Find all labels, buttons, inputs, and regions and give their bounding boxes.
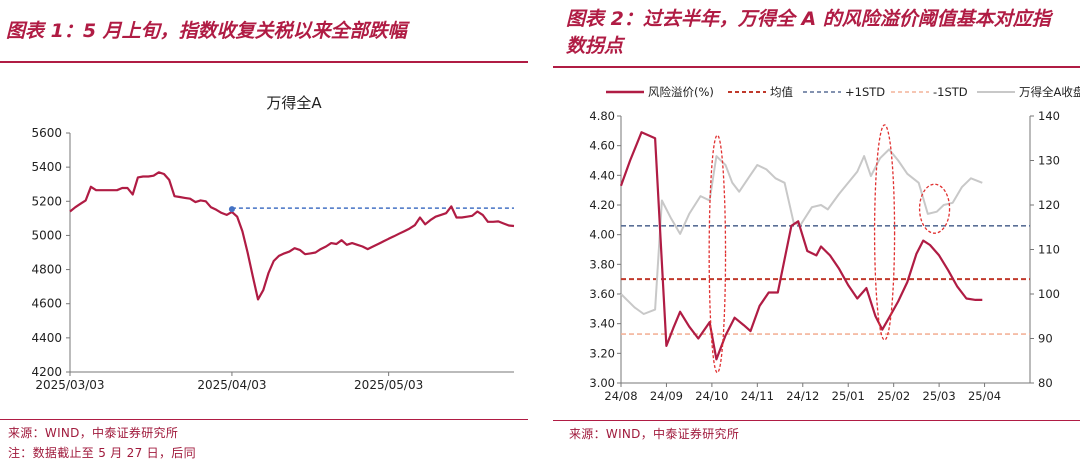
y-tick-label: 4600 <box>31 297 62 311</box>
x-tick-label: 24/10 <box>695 389 728 403</box>
x-tick-label: 25/01 <box>832 389 865 403</box>
legend-label: +1STD <box>845 85 885 99</box>
y2-tick-label: 100 <box>1038 287 1060 301</box>
figure-title: 图表 1：5 月上旬，指数收复关税以来全部跌幅 <box>6 20 407 42</box>
left-panel: 图表 1：5 月上旬，指数收复关税以来全部跌幅 万得全A 4200 4400 4600… <box>0 0 528 471</box>
risk-premium-line <box>619 131 983 361</box>
right-panel: 图表 2：过去半年，万得全 A 的风险溢价阈值基本对应指数拐点 风险溢价(%) 均… <box>553 0 1080 471</box>
y-tick-label: 4400 <box>31 331 62 345</box>
y2-tick-label: 130 <box>1038 154 1060 168</box>
y-tick-label: 4800 <box>31 263 62 277</box>
y-tick-label: 5600 <box>31 126 62 140</box>
title-divider <box>0 61 528 63</box>
x-tick-label: 25/04 <box>968 389 1001 403</box>
y-tick-label: 4200 <box>31 365 62 379</box>
y-tick-label: 4.80 <box>589 109 615 123</box>
turning-point-ellipse <box>918 183 951 234</box>
y2-tick-label: 90 <box>1038 332 1053 346</box>
index-series-line <box>69 171 515 301</box>
y-tick-label: 3.60 <box>589 287 615 301</box>
y-tick-label: 4.00 <box>589 228 615 242</box>
footer-divider <box>0 419 528 420</box>
legend-label: 均值 <box>770 85 793 99</box>
y2-tick-label: 110 <box>1038 243 1060 257</box>
y-tick-label: 3.40 <box>589 317 615 331</box>
y-tick-label: 3.20 <box>589 346 615 360</box>
index-close-line <box>620 148 983 315</box>
y-tick-label: 3.00 <box>589 376 615 390</box>
x-tick-label: 24/12 <box>786 389 819 403</box>
chart-title: 万得全A <box>266 94 322 112</box>
reference-start-marker <box>228 206 235 213</box>
y-tick-label: 4.40 <box>589 168 615 182</box>
y-tick-label: 5200 <box>31 194 62 208</box>
x-tick-label: 2025/03/03 <box>35 378 104 392</box>
legend-label: -1STD <box>933 85 968 99</box>
y-tick-label: 5400 <box>31 160 62 174</box>
y-tick-label: 3.80 <box>589 257 615 271</box>
right-chart: 风险溢价(%) 均值 +1STD -1STD 万得全A收盘价 3.00 3.20 3.40 3.… <box>589 85 1080 403</box>
y-tick-label: 4.60 <box>589 139 615 153</box>
x-tick-label: 25/02 <box>877 389 910 403</box>
y2-tick-label: 120 <box>1038 198 1060 212</box>
x-tick-label: 24/11 <box>741 389 774 403</box>
legend-label: 万得全A收盘价 <box>1019 85 1080 99</box>
y-tick-label: 4.20 <box>589 198 615 212</box>
title-divider <box>553 66 1080 68</box>
figure-title: 图表 2：过去半年，万得全 A 的风险溢价阈值基本对应指数拐点 <box>566 8 1051 57</box>
y2-tick-label: 80 <box>1038 376 1053 390</box>
source-note: 来源：WIND，中泰证券研究所 <box>8 426 179 440</box>
source-note: 来源：WIND，中泰证券研究所 <box>569 427 740 441</box>
turning-point-ellipse <box>708 134 727 374</box>
x-tick-label: 24/09 <box>650 389 683 403</box>
footnote: 注：数据截止至 5 月 27 日，后同 <box>8 446 196 460</box>
left-chart: 万得全A 4200 4400 4600 4800 5000 5200 5400 5600 2025… <box>31 94 515 392</box>
legend-label: 风险溢价(%) <box>648 85 714 99</box>
y2-tick-label: 140 <box>1038 109 1060 123</box>
x-tick-label: 2025/04/03 <box>197 378 266 392</box>
turning-point-ellipse <box>873 124 896 341</box>
y-tick-label: 5000 <box>31 228 62 242</box>
x-tick-label: 25/03 <box>923 389 956 403</box>
footer-divider <box>553 420 1080 421</box>
x-tick-label: 24/08 <box>604 389 637 403</box>
x-tick-label: 2025/05/03 <box>354 378 423 392</box>
